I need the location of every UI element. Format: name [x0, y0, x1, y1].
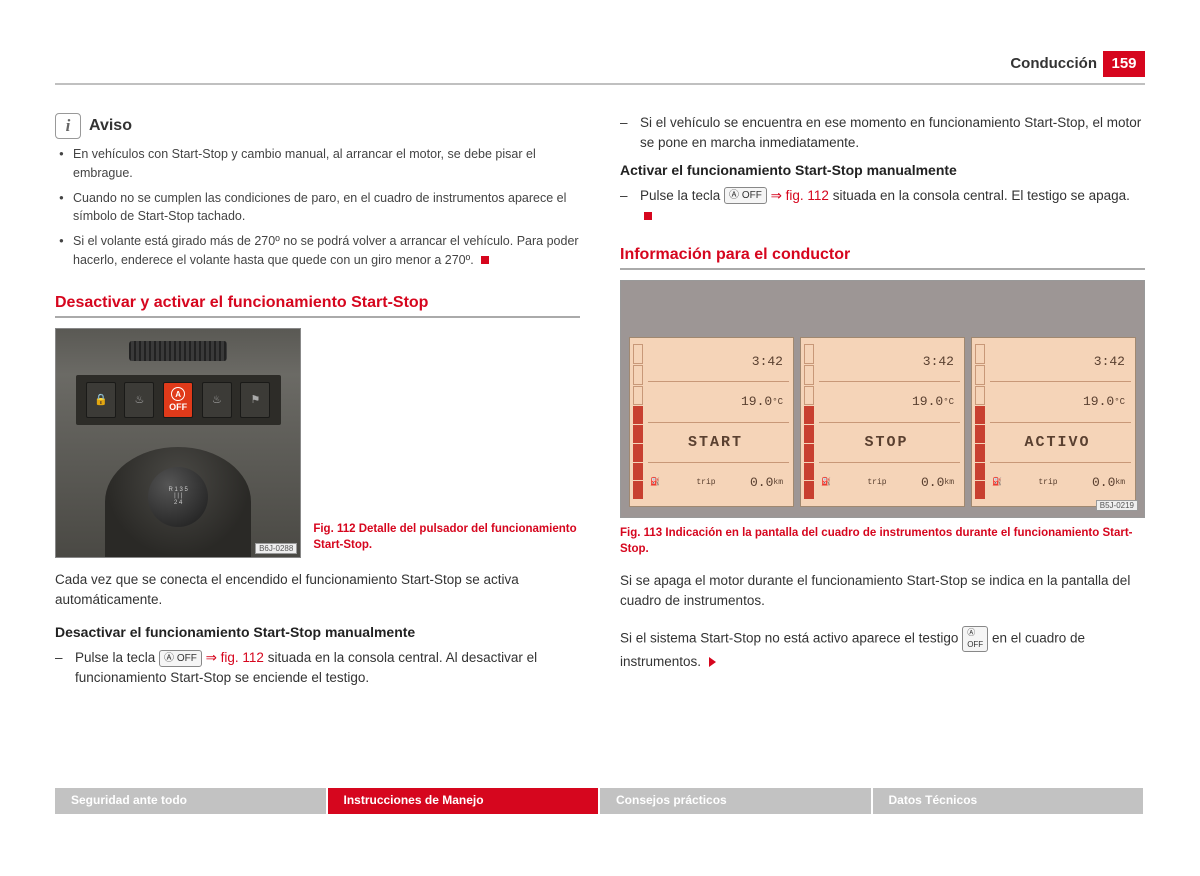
dash-icon: –	[620, 186, 640, 227]
vent-graphic	[129, 341, 227, 361]
notice-title: Aviso	[89, 117, 132, 135]
instruction-text: Pulse la tecla Ⓐ OFF ⇒ fig. 112 situada …	[75, 648, 580, 689]
footer-tab-instructions[interactable]: Instrucciones de Manejo	[328, 788, 601, 814]
footer-tab-tips[interactable]: Consejos prácticos	[600, 788, 873, 814]
panel-button: ⚑	[240, 382, 270, 418]
notice-item: Cuando no se cumplen las condiciones de …	[55, 189, 580, 227]
figure-code: B6J-0288	[255, 543, 297, 554]
panel-button: ♨	[124, 382, 154, 418]
footer-tabs: Seguridad ante todo Instrucciones de Man…	[55, 788, 1145, 814]
instruction-item: – Pulse la tecla Ⓐ OFF ⇒ fig. 112 situad…	[55, 648, 580, 689]
page-header: Conducción 159	[55, 55, 1145, 85]
heading-deactivate: Desactivar y activar el funcionamiento S…	[55, 294, 580, 318]
notice-header: i Aviso	[55, 113, 580, 139]
right-column: – Si el vehículo se encuentra en ese mom…	[620, 113, 1145, 697]
figure-112-row: 🔒 ♨ OFF ♨ ⚑ R 1 3 5| | |2 4 B6J-0288 Fig…	[55, 328, 580, 558]
left-column: i Aviso En vehículos con Start-Stop y ca…	[55, 113, 580, 697]
dash-icon: –	[620, 113, 640, 154]
notice-item: Si el volante está girado más de 270º no…	[55, 232, 580, 270]
figure-112: 🔒 ♨ OFF ♨ ⚑ R 1 3 5| | |2 4 B6J-0288	[55, 328, 301, 558]
figure-113: 3:4219.0°CSTART⛽trip0.0km3:4219.0°CSTOP⛽…	[620, 280, 1145, 518]
footer-tab-data[interactable]: Datos Técnicos	[873, 788, 1146, 814]
end-marker-icon	[644, 212, 652, 220]
gear-pattern: R 1 3 5| | |2 4	[168, 487, 187, 507]
subheading-activate: Activar el funcionamiento Start-Stop man…	[620, 162, 1145, 178]
continue-icon	[709, 657, 716, 667]
content-columns: i Aviso En vehículos con Start-Stop y ca…	[55, 113, 1145, 697]
button-glyph-icon: Ⓐ OFF	[724, 187, 767, 204]
section-title: Conducción	[1010, 55, 1097, 72]
figure-113-caption: Fig. 113 Indicación en la pantalla del c…	[620, 526, 1145, 557]
fig-link[interactable]: ⇒ fig. 112	[771, 188, 829, 203]
button-glyph-icon: Ⓐ OFF	[159, 650, 202, 667]
notice-text: Si el volante está girado más de 270º no…	[73, 234, 579, 267]
figure-112-caption: Fig. 112 Detalle del pulsador del funcio…	[313, 522, 580, 557]
end-marker-icon	[481, 256, 489, 264]
page-content: Conducción 159 i Aviso En vehículos con …	[55, 55, 1145, 826]
notice-list: En vehículos con Start-Stop y cambio man…	[55, 145, 580, 270]
subheading-deactivate: Desactivar el funcionamiento Start-Stop …	[55, 624, 580, 640]
page-number: 159	[1103, 51, 1145, 77]
paragraph: Cada vez que se conecta el encendido el …	[55, 570, 580, 611]
gear-shifter: R 1 3 5| | |2 4	[105, 447, 252, 557]
instruction-text: Pulse la tecla Ⓐ OFF ⇒ fig. 112 situada …	[640, 186, 1145, 227]
paragraph: Si se apaga el motor durante el funciona…	[620, 571, 1145, 612]
notice-item: En vehículos con Start-Stop y cambio man…	[55, 145, 580, 183]
paragraph: Si el sistema Start-Stop no está activo …	[620, 626, 1145, 672]
fig-link[interactable]: ⇒ fig. 112	[206, 650, 264, 665]
indicator-icon: ⒶOFF	[962, 626, 988, 652]
button-panel: 🔒 ♨ OFF ♨ ⚑	[76, 375, 281, 425]
gear-knob: R 1 3 5| | |2 4	[148, 467, 208, 527]
instruction-item: – Si el vehículo se encuentra en ese mom…	[620, 113, 1145, 154]
instruction-item: – Pulse la tecla Ⓐ OFF ⇒ fig. 112 situad…	[620, 186, 1145, 227]
heading-driver-info: Información para el conductor	[620, 246, 1145, 270]
panel-button: 🔒	[86, 382, 116, 418]
panel-button: ♨	[202, 382, 232, 418]
start-stop-off-button: OFF	[163, 382, 193, 418]
footer-tab-safety[interactable]: Seguridad ante todo	[55, 788, 328, 814]
figure-code: B5J-0219	[1096, 500, 1138, 511]
instruction-text: Si el vehículo se encuentra en ese momen…	[640, 113, 1145, 154]
dash-icon: –	[55, 648, 75, 689]
info-icon: i	[55, 113, 81, 139]
